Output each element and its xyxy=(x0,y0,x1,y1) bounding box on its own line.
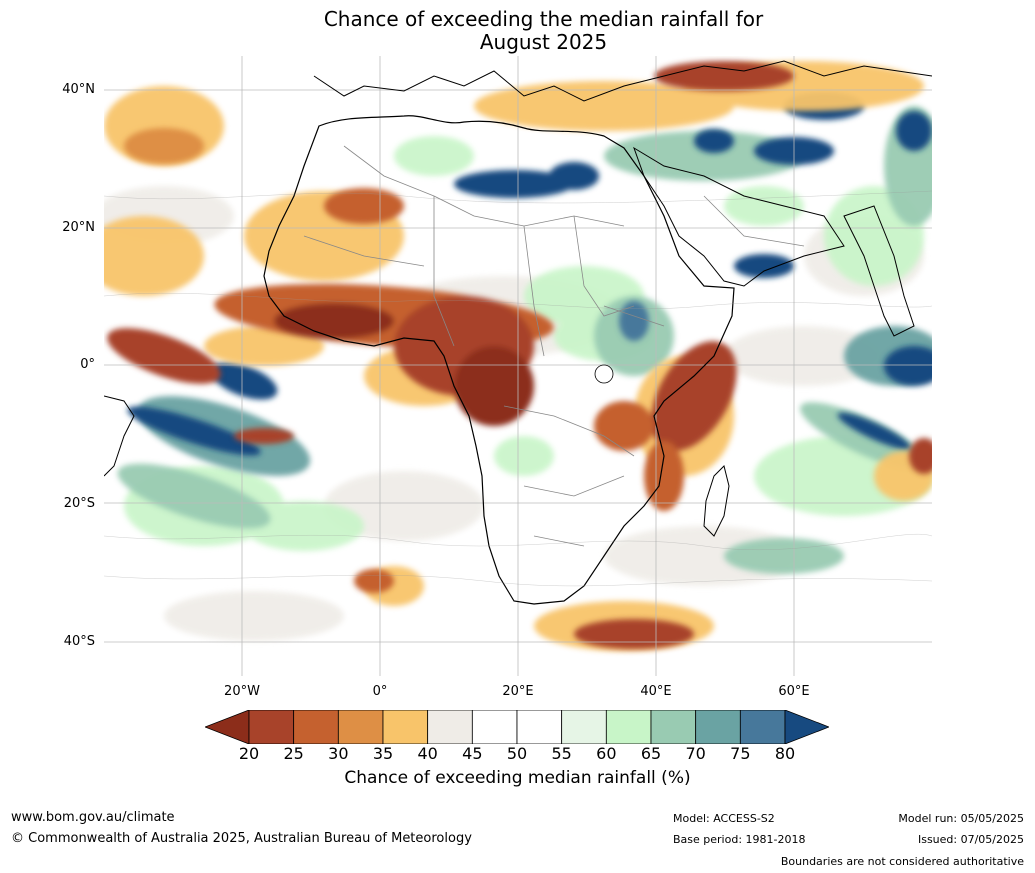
colorbar-tick-label: 40 xyxy=(417,744,438,763)
map-canvas xyxy=(84,56,944,676)
india-coastline xyxy=(843,205,915,337)
colorbar-segment xyxy=(695,710,741,744)
madagascar-coastline xyxy=(703,465,730,537)
south-america-coastline xyxy=(103,395,135,477)
lat-label-20n: 20°N xyxy=(62,220,95,235)
footer-website: www.bom.gov.au/climate xyxy=(11,810,175,825)
lon-label-20e: 20°E xyxy=(502,684,534,699)
colorbar-tick-label: 35 xyxy=(372,744,394,763)
lat-label-0: 0° xyxy=(80,357,95,372)
lat-label-40s: 40°S xyxy=(63,634,95,649)
lon-label-20w: 20°W xyxy=(224,684,260,699)
rainfall-map xyxy=(84,56,944,676)
colorbar-label: Chance of exceeding median rainfall (%) xyxy=(344,768,691,788)
colorbar-tick-label: 60 xyxy=(596,744,617,763)
colorbar-tick-label: 55 xyxy=(551,744,572,763)
colorbar xyxy=(205,710,829,744)
colorbar-tick-label: 45 xyxy=(462,744,483,763)
africa-coastline xyxy=(263,115,735,605)
colorbar-tick-label: 70 xyxy=(685,744,706,763)
colorbar-segment xyxy=(248,710,295,744)
colorbar-segment xyxy=(427,710,473,744)
colorbar-segment xyxy=(605,710,652,744)
footer-disclaimer: Boundaries are not considered authoritat… xyxy=(780,855,1024,868)
colorbar-tick-label: 80 xyxy=(774,744,796,763)
colorbar-tick-label: 20 xyxy=(238,744,260,763)
colorbar-segment xyxy=(293,710,339,744)
footer-issued: Issued: 07/05/2025 xyxy=(917,833,1024,846)
colorbar-tick-label: 65 xyxy=(640,744,662,763)
colorbar-segment xyxy=(337,710,384,744)
colorbar-extend-low xyxy=(205,710,250,744)
colorbar-segment xyxy=(739,710,786,744)
colorbar-extend-high xyxy=(784,710,829,744)
arabia-coastline xyxy=(633,146,845,287)
footer-model: Model: ACCESS-S2 xyxy=(673,812,775,825)
colorbar-segment xyxy=(516,710,563,744)
country-borders xyxy=(303,145,805,547)
footer-model-run: Model run: 05/05/2025 xyxy=(898,812,1024,825)
footer-base-period: Base period: 1981-2018 xyxy=(673,833,806,846)
colorbar-segment xyxy=(650,710,697,744)
lon-label-60e: 60°E xyxy=(778,684,810,699)
colorbar-segment xyxy=(561,710,607,744)
title-line-1: Chance of exceeding the median rainfall … xyxy=(323,7,764,31)
colorbar-tick-label: 50 xyxy=(506,744,528,763)
colorbar-tick-label: 30 xyxy=(328,744,349,763)
map-title: Chance of exceeding the median rainfall … xyxy=(0,8,1035,54)
lat-label-20s: 20°S xyxy=(63,496,95,511)
lon-label-40e: 40°E xyxy=(640,684,672,699)
lat-label-40n: 40°N xyxy=(62,82,95,97)
title-line-2: August 2025 xyxy=(479,30,608,54)
colorbar-segment xyxy=(382,710,429,744)
lon-label-0: 0° xyxy=(372,684,388,699)
colorbar-segment xyxy=(471,710,518,744)
europe-coastline xyxy=(313,60,933,102)
colorbar-tick-label: 25 xyxy=(283,744,304,763)
footer-copyright: © Commonwealth of Australia 2025, Austra… xyxy=(11,831,472,846)
colorbar-tick-label: 75 xyxy=(730,744,751,763)
